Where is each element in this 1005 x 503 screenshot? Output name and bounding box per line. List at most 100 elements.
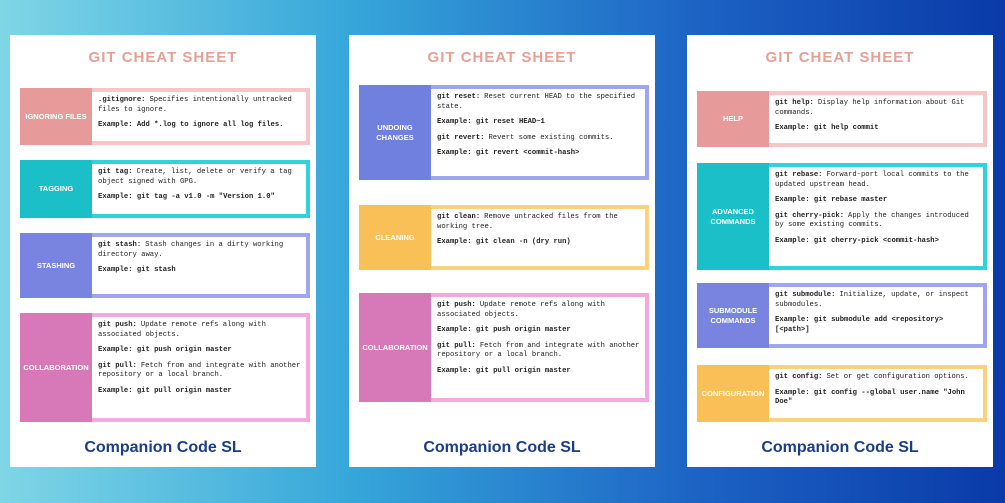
command-description: Stash changes in a dirty working directo… (98, 241, 284, 259)
command-entry: git submodule: Initialize, update, or ins… (775, 291, 979, 310)
command-name: git rebase: (775, 171, 823, 179)
section-label: ADVANCED COMMANDS (697, 163, 769, 270)
card-title: GIT CHEAT SHEET (88, 49, 238, 66)
command-name: Example: git tag -a v1.0 -m "Version 1.0… (98, 193, 275, 202)
section-label: IGNORING FILES (20, 88, 92, 145)
card-title: GIT CHEAT SHEET (765, 49, 915, 66)
command-name: Example: git config --global user.name "… (775, 388, 965, 407)
command-entry: git revert: Revert some existing commits. (437, 134, 641, 144)
command-name: Example: git stash (98, 266, 176, 275)
command-entry: Example: git clean -n (dry run) (437, 238, 641, 248)
command-entry: Example: git help commit (775, 124, 979, 134)
command-name: git stash: (98, 241, 142, 249)
command-name: git pull: (437, 341, 476, 350)
command-entry: Example: git submodule add <repository> … (775, 316, 979, 335)
command-entry: git pull: Fetch from and integrate with a… (437, 342, 641, 361)
section-label: COLLABORATION (20, 313, 92, 422)
command-name: git tag: (98, 168, 133, 176)
command-name: git revert: (437, 133, 485, 142)
command-name: git reset: (437, 93, 481, 101)
command-name: git cherry-pick: (775, 211, 845, 220)
command-name: Example: git pull origin master (98, 386, 232, 395)
command-name: Example: git revert <commit-hash> (437, 149, 580, 158)
section-content: git clean: Remove untracked files from th… (431, 205, 649, 270)
command-name: git clean: (437, 213, 481, 221)
section-content: git push: Update remote refs along with a… (431, 293, 649, 402)
command-name: git pull: (98, 361, 137, 370)
command-entry: git clean: Remove untracked files from th… (437, 213, 641, 232)
command-entry: git config: Set or get configuration opti… (775, 373, 979, 383)
section-label: CONFIGURATION (697, 365, 769, 422)
card-title: GIT CHEAT SHEET (427, 49, 577, 66)
command-description: Remove untracked files from the working … (437, 213, 618, 231)
command-entry: Example: git pull origin master (98, 387, 302, 397)
section-content: git help: Display help information about … (769, 91, 987, 147)
command-description: Create, list, delete or verify a tag obj… (98, 168, 292, 186)
command-entry: Example: git reset HEAD~1 (437, 118, 641, 128)
command-entry: git tag: Create, list, delete or verify a… (98, 168, 302, 187)
cheat-sheet-card: GIT CHEAT SHEET HELP git help: Display help… (687, 35, 993, 467)
command-entry: git cherry-pick: Apply the changes introd… (775, 212, 979, 231)
section-content: git rebase: Forward-port local commits to… (769, 163, 987, 270)
command-name: Example: git clean -n (dry run) (437, 238, 571, 247)
command-entry: Example: git config --global user.name "… (775, 389, 979, 408)
command-description: Reset current HEAD to the specified stat… (437, 93, 636, 111)
command-description: Revert some existing commits. (488, 133, 614, 142)
command-name: git push: (437, 301, 476, 309)
card-footer: Companion Code SL (84, 439, 242, 456)
section-label: TAGGING (20, 160, 92, 218)
command-name: git help: (775, 99, 814, 107)
command-description: Update remote refs along with associated… (437, 301, 605, 319)
command-entry: git pull: Fetch from and integrate with a… (98, 362, 302, 381)
command-entry: git push: Update remote refs along with a… (98, 321, 302, 340)
command-name: Example: git push origin master (437, 326, 571, 335)
command-entry: Example: git push origin master (437, 326, 641, 336)
command-entry: Example: git tag -a v1.0 -m "Version 1.0… (98, 193, 302, 203)
cheat-sheet-card: GIT CHEAT SHEET IGNORING FILES .gitignore:… (10, 35, 316, 467)
section-label: STASHING (20, 233, 92, 298)
command-name: .gitignore: (98, 96, 146, 104)
command-description: Forward-port local commits to the update… (775, 171, 969, 189)
command-entry: git rebase: Forward-port local commits to… (775, 171, 979, 190)
command-entry: Example: Add *.log to ignore all log fil… (98, 121, 302, 131)
section-label: SUBMODULE COMMANDS (697, 283, 769, 348)
command-name: Example: git push origin master (98, 346, 232, 355)
command-entry: git reset: Reset current HEAD to the spec… (437, 93, 641, 112)
section-content: git stash: Stash changes in a dirty worki… (92, 233, 310, 298)
command-name: Example: Add *.log to ignore all log fil… (98, 121, 284, 130)
command-name: Example: git rebase master (775, 196, 888, 205)
section-label: COLLABORATION (359, 293, 431, 402)
command-description: Fetch from and integrate with another re… (437, 341, 640, 360)
command-entry: Example: git revert <commit-hash> (437, 149, 641, 159)
command-description: Fetch from and integrate with another re… (98, 361, 301, 380)
section-label: UNDOING CHANGES (359, 85, 431, 180)
section-label: HELP (697, 91, 769, 147)
cheat-sheet-card: GIT CHEAT SHEET UNDOING CHANGES git reset:… (349, 35, 655, 467)
command-name: Example: git submodule add <repository> … (775, 316, 944, 334)
command-description: Specifies intentionally untracked files … (98, 96, 292, 114)
command-entry: Example: git rebase master (775, 196, 979, 206)
section-content: git config: Set or get configuration opti… (769, 365, 987, 422)
command-entry: Example: git stash (98, 266, 302, 276)
command-description: Apply the changes introduced by some exi… (775, 211, 969, 230)
command-entry: git stash: Stash changes in a dirty worki… (98, 241, 302, 260)
command-entry: git help: Display help information about … (775, 99, 979, 118)
section-content: git push: Update remote refs along with a… (92, 313, 310, 422)
command-name: git push: (98, 321, 137, 329)
section-content: git tag: Create, list, delete or verify a… (92, 160, 310, 218)
command-entry: Example: git cherry-pick <commit-hash> (775, 237, 979, 247)
command-name: git config: (775, 373, 823, 381)
command-name: Example: git reset HEAD~1 (437, 118, 545, 127)
section-content: git reset: Reset current HEAD to the spec… (431, 85, 649, 180)
section-label: CLEANING (359, 205, 431, 270)
command-description: Display help information about Git comma… (775, 99, 965, 117)
command-entry: git push: Update remote refs along with a… (437, 301, 641, 320)
command-description: Update remote refs along with associated… (98, 321, 266, 339)
card-footer: Companion Code SL (761, 439, 919, 456)
section-content: .gitignore: Specifies intentionally untra… (92, 88, 310, 145)
command-entry: Example: git push origin master (98, 346, 302, 356)
command-name: Example: git pull origin master (437, 366, 571, 375)
command-entry: .gitignore: Specifies intentionally untra… (98, 96, 302, 115)
command-entry: Example: git pull origin master (437, 367, 641, 377)
